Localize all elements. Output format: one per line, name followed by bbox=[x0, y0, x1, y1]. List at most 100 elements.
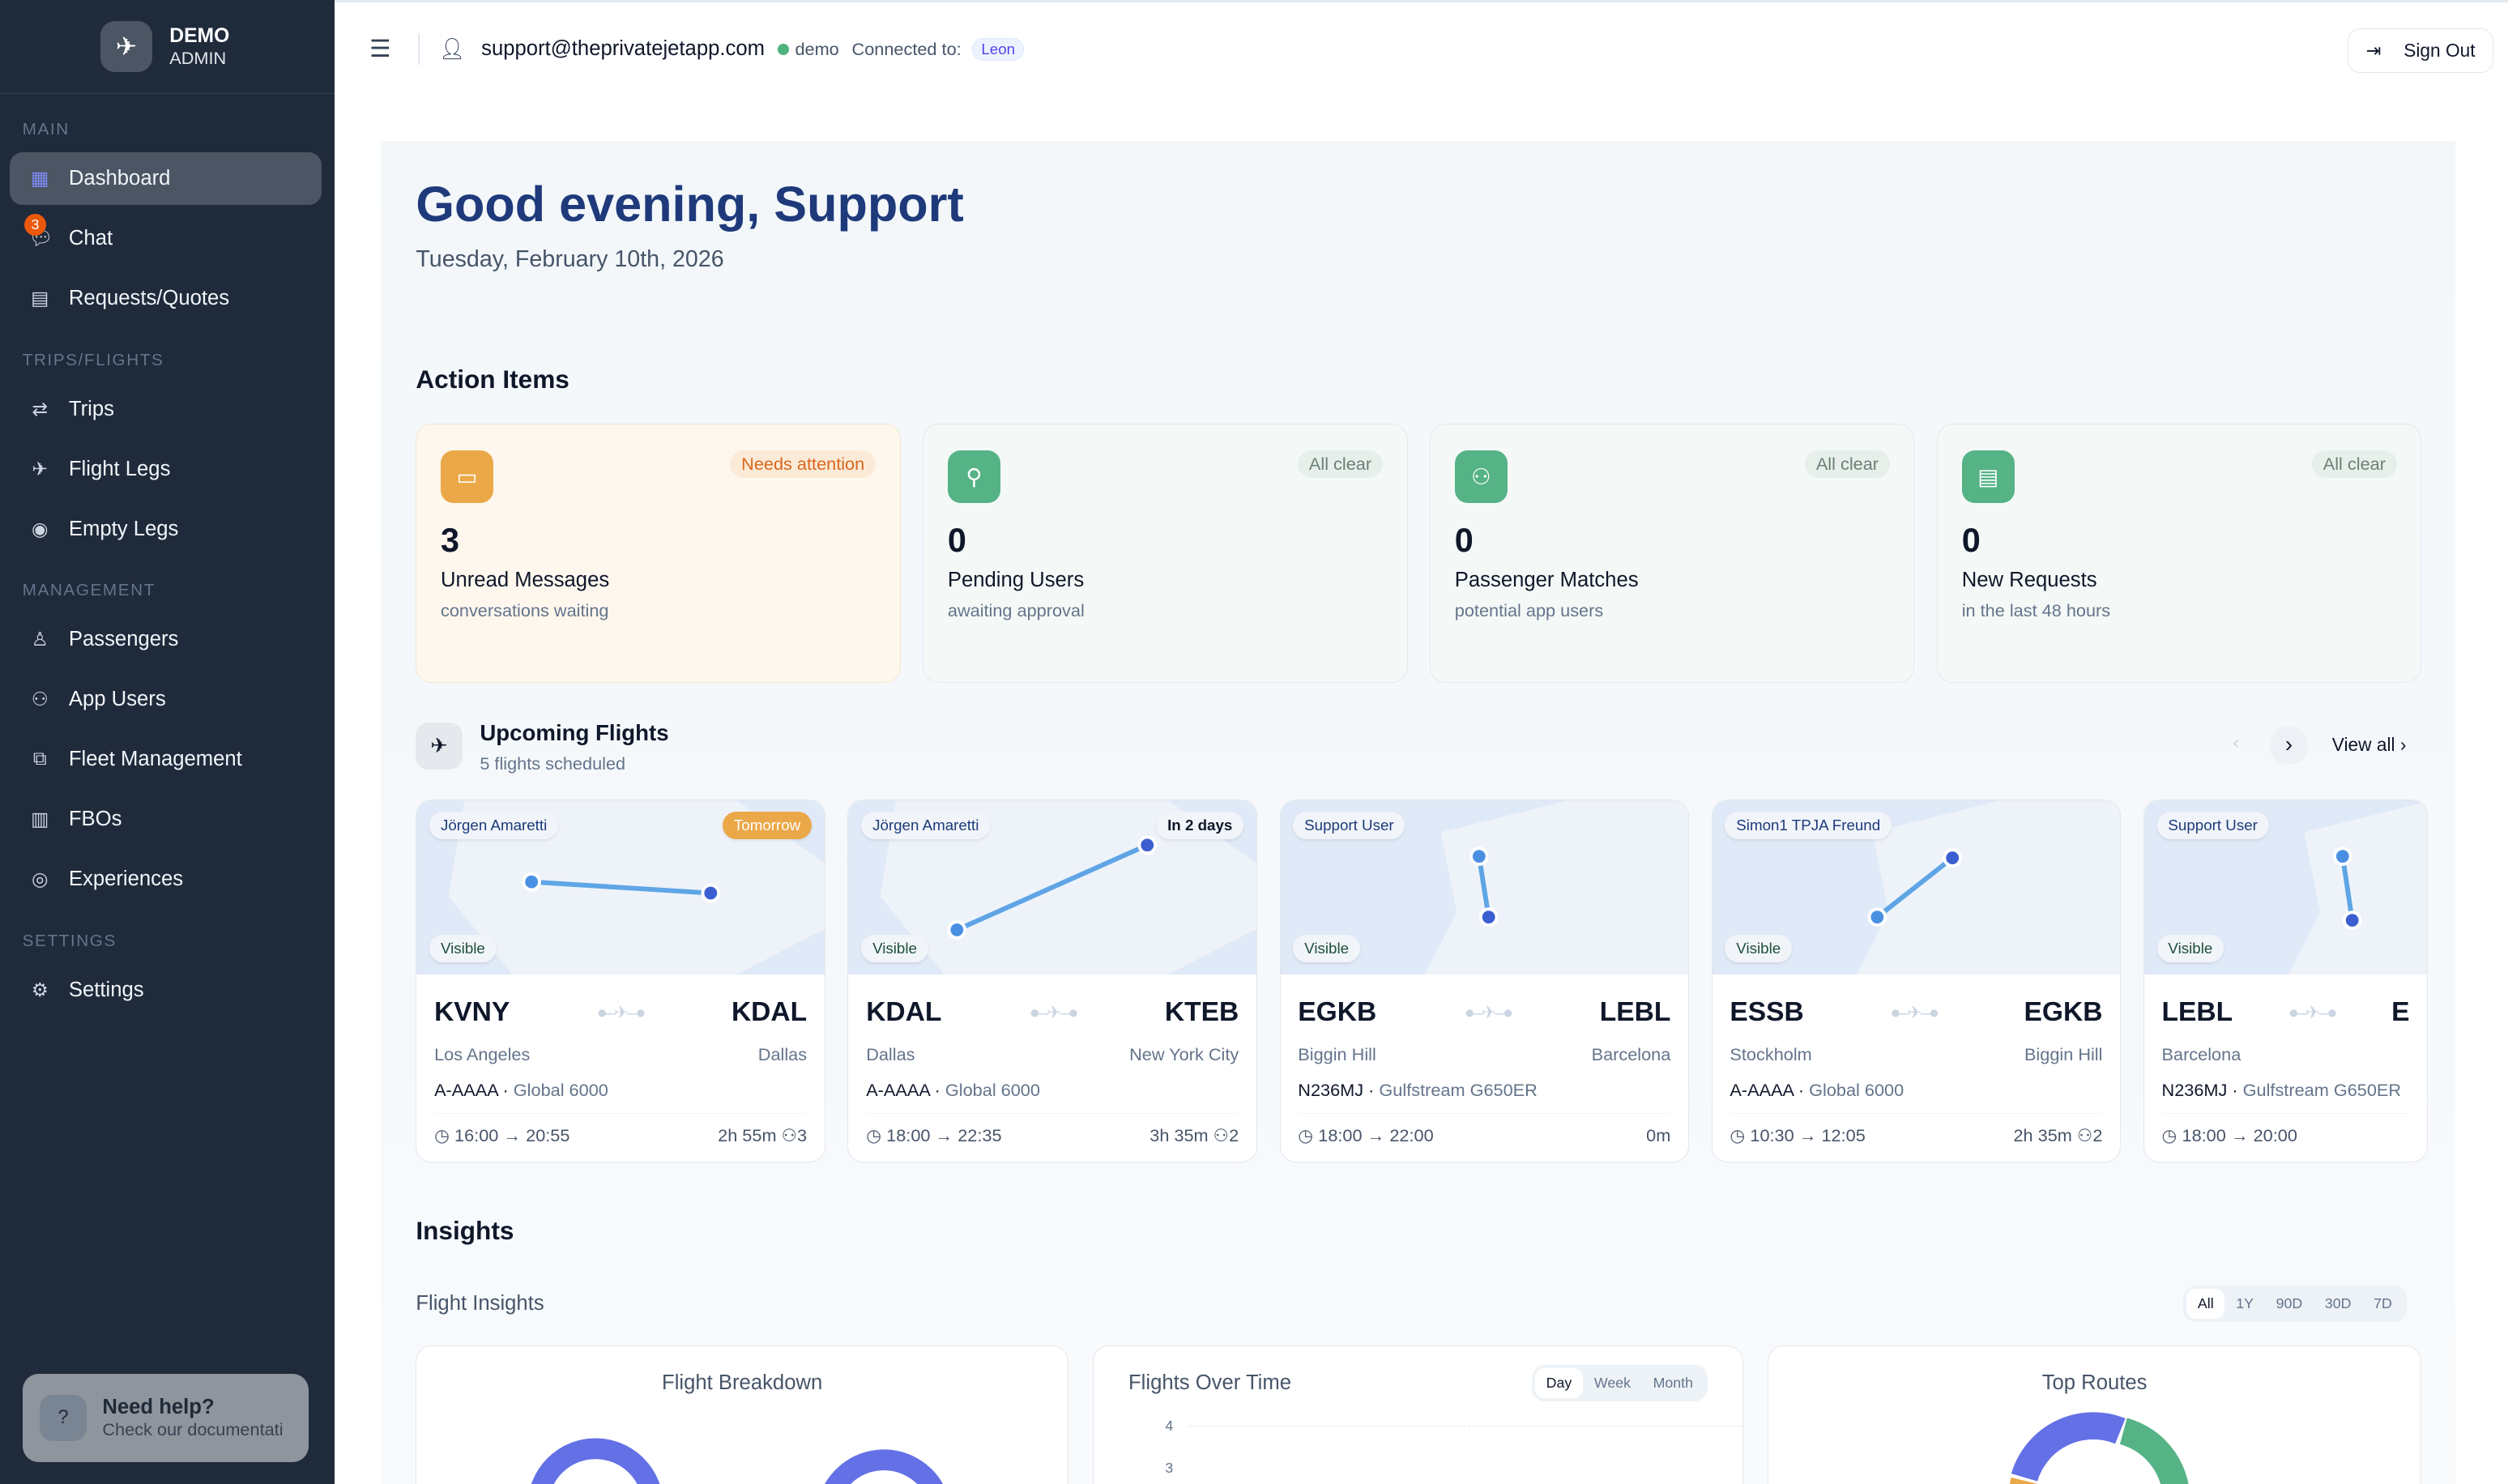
menu-icon[interactable]: ☰ bbox=[369, 36, 391, 63]
granularity-option[interactable]: Week bbox=[1593, 1375, 1631, 1392]
flight-card[interactable]: Simon1 TPJA Freund Visible ESSB ●–✈–● EGKB… bbox=[1711, 800, 2122, 1163]
date: Tuesday, February 10th, 2026 bbox=[416, 246, 724, 273]
range-selector: All 1Y 90D 30D 7D bbox=[2183, 1286, 2407, 1323]
flight-times: 18:00 → 22:00 bbox=[1318, 1125, 1434, 1146]
sidebar-item-empty-legs[interactable]: ◉ Empty Legs bbox=[10, 502, 322, 555]
logout-icon: ⇥ bbox=[2365, 39, 2382, 61]
view-all-link[interactable]: View all › bbox=[2331, 734, 2407, 756]
sidebar-item-flight-legs[interactable]: ✈ Flight Legs bbox=[10, 442, 322, 495]
origin-marker bbox=[1867, 907, 1887, 927]
destination-code: KTEB bbox=[1164, 997, 1239, 1028]
range-option[interactable]: 7D bbox=[2374, 1295, 2392, 1312]
range-option[interactable]: 30D bbox=[2324, 1295, 2352, 1312]
sidebar-item-trips[interactable]: ⇄ Trips bbox=[10, 382, 322, 435]
donut-segment bbox=[2119, 1418, 2189, 1484]
destination-marker bbox=[2342, 910, 2362, 931]
gear-icon: ⚙ bbox=[31, 979, 49, 1001]
route-map: Jörgen Amaretti In 2 days Visible bbox=[848, 800, 1256, 975]
panel-title: Flights Over Time bbox=[1128, 1371, 1292, 1395]
aircraft-type: Gulfstream G650ER bbox=[2242, 1079, 2402, 1100]
origin-code: KVNY bbox=[434, 997, 510, 1028]
action-items-heading: Action Items bbox=[416, 365, 569, 394]
status-badge: All clear bbox=[1298, 450, 1383, 478]
unread-badge: 3 bbox=[23, 213, 47, 237]
sidebar-item-app-users[interactable]: ⚇ App Users bbox=[10, 673, 322, 726]
sidebar-item-fleet-management[interactable]: ⧉ Fleet Management bbox=[10, 733, 322, 786]
destination-marker bbox=[701, 883, 721, 903]
visibility-tag: Visible bbox=[861, 935, 928, 962]
aircraft-type: Global 6000 bbox=[945, 1079, 1040, 1100]
range-option[interactable]: 90D bbox=[2276, 1295, 2303, 1312]
action-card[interactable]: ⚲ All clear 0 Pending Users awaiting app… bbox=[923, 424, 1408, 684]
flight-breakdown-panel: Flight Breakdown bbox=[416, 1345, 1068, 1484]
land-shape bbox=[1424, 800, 1689, 975]
next-button[interactable]: › bbox=[2269, 726, 2309, 765]
sign-out-button[interactable]: ⇥ Sign Out bbox=[2347, 28, 2494, 73]
donut-segment bbox=[2009, 1477, 2038, 1484]
origin-marker bbox=[2332, 846, 2352, 867]
main-content: Good evening, Support Tuesday, February … bbox=[380, 140, 2455, 1484]
sidebar-item-label: Empty Legs bbox=[68, 517, 179, 540]
sidebar-item-dashboard[interactable]: ▦ Dashboard bbox=[9, 151, 322, 205]
owner-tag: Support User bbox=[2156, 812, 2269, 839]
help-card[interactable]: ? Need help? Check our documentati bbox=[22, 1374, 309, 1462]
range-option[interactable]: All bbox=[2186, 1289, 2225, 1320]
registration: N236MJ bbox=[1298, 1079, 1364, 1100]
clock-icon: ◷ bbox=[1298, 1125, 1314, 1146]
route-line bbox=[2340, 855, 2355, 921]
granularity-option[interactable]: Month bbox=[1653, 1375, 1693, 1392]
sidebar-item-passengers[interactable]: ♙ Passengers bbox=[10, 613, 322, 666]
range-option[interactable]: 1Y bbox=[2236, 1295, 2254, 1312]
flight-card[interactable]: Jörgen Amaretti Tomorrow Visible KVNY ●–✈… bbox=[416, 800, 825, 1163]
owner-tag: Jörgen Amaretti bbox=[429, 812, 559, 839]
route-line bbox=[1476, 855, 1491, 918]
owner-tag: Simon1 TPJA Freund bbox=[1725, 812, 1892, 839]
sidebar-item-chat[interactable]: 💬︎ 3 Chat bbox=[10, 212, 322, 265]
when-badge: Tomorrow bbox=[723, 812, 813, 839]
flight-card[interactable]: Support User Visible EGKB ●–✈–● LEBL Biggi… bbox=[1279, 800, 1690, 1163]
action-card[interactable]: ▤ All clear 0 New Requests in the last 4… bbox=[1937, 424, 2422, 684]
owner-tag: Support User bbox=[1293, 812, 1405, 839]
registration: A-AAAA bbox=[866, 1079, 930, 1100]
card-count: 3 bbox=[440, 520, 460, 559]
passenger-count: 2 bbox=[1229, 1125, 1239, 1146]
destination-code: EGKB bbox=[2024, 997, 2103, 1028]
building-icon: ▥ bbox=[31, 809, 49, 831]
plane-icon: ✈ bbox=[32, 458, 49, 480]
flight-card[interactable]: Support User Visible LEBL ●–✈–● E Barcelon… bbox=[2143, 800, 2429, 1163]
status-badge: All clear bbox=[1805, 450, 1890, 478]
sidebar-item-requests-quotes[interactable]: ▤ Requests/Quotes bbox=[10, 272, 322, 325]
destination-marker bbox=[1478, 907, 1499, 927]
sidebar-item-label: Flight Legs bbox=[68, 457, 171, 480]
card-subtitle: conversations waiting bbox=[440, 600, 609, 621]
sidebar-item-label: Fleet Management bbox=[68, 748, 242, 771]
prev-button[interactable]: ‹ bbox=[2233, 732, 2240, 754]
action-card[interactable]: ⚇ All clear 0 Passenger Matches potentia… bbox=[1430, 424, 1915, 684]
status-dot bbox=[777, 43, 789, 55]
user-email: support@theprivatejetapp.com bbox=[481, 37, 765, 61]
sidebar-item-settings[interactable]: ⚙ Settings bbox=[10, 964, 322, 1017]
sidebar-item-experiences[interactable]: ◎ Experiences bbox=[10, 853, 322, 906]
land-shape bbox=[2288, 801, 2428, 975]
document-icon: ▤ bbox=[31, 288, 49, 309]
passengers-icon: ⚇ bbox=[2076, 1125, 2093, 1146]
origin-code: EGKB bbox=[1298, 997, 1377, 1028]
sidebar-item-label: Experiences bbox=[68, 868, 184, 891]
plane-route-icon: ●–✈–● bbox=[1890, 1002, 1939, 1023]
action-card[interactable]: ▭ Needs attention 3 Unread Messages conv… bbox=[416, 424, 901, 684]
connected-label: Connected to: bbox=[851, 38, 962, 59]
granularity-option[interactable]: Day bbox=[1534, 1368, 1584, 1398]
sidebar-item-label: Requests/Quotes bbox=[68, 286, 230, 309]
card-title: Pending Users bbox=[947, 568, 1085, 591]
sidebar-item-fbos[interactable]: ▥ FBOs bbox=[10, 793, 322, 846]
view-all-label: View all bbox=[2331, 734, 2395, 756]
env-label: demo bbox=[795, 38, 839, 59]
user-plus-icon: ⚲ bbox=[947, 450, 1001, 503]
origin-code: LEBL bbox=[2161, 997, 2233, 1028]
brand-subtitle: ADMIN bbox=[169, 47, 227, 68]
plane-route-icon: ●–✈–● bbox=[2288, 1002, 2338, 1023]
land-shape bbox=[1856, 800, 2121, 975]
registration: N236MJ bbox=[2161, 1079, 2228, 1100]
card-count: 0 bbox=[1454, 520, 1474, 559]
flight-card[interactable]: Jörgen Amaretti In 2 days Visible KDAL ●–… bbox=[847, 800, 1257, 1163]
